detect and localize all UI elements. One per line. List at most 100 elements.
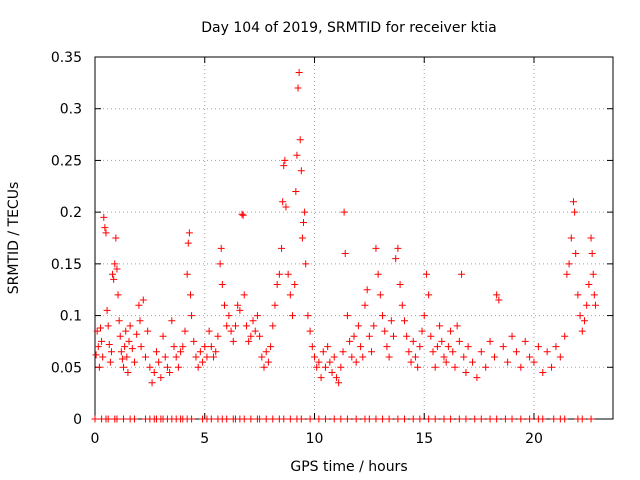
data-point xyxy=(146,363,154,371)
data-point xyxy=(431,363,439,371)
data-point xyxy=(279,198,287,206)
data-point-zero xyxy=(493,415,501,423)
data-point xyxy=(271,301,279,309)
x-tick-label: 20 xyxy=(525,431,543,447)
y-tick-label: 0.3 xyxy=(60,102,82,118)
data-point xyxy=(313,363,321,371)
data-point xyxy=(352,358,360,366)
data-point xyxy=(416,343,424,351)
data-point xyxy=(374,270,382,278)
data-point xyxy=(245,337,253,345)
data-point xyxy=(281,156,289,164)
data-point xyxy=(433,343,441,351)
data-point xyxy=(159,332,167,340)
data-point xyxy=(587,234,595,242)
data-point-zero xyxy=(297,415,305,423)
data-point xyxy=(269,322,277,330)
data-point xyxy=(414,363,422,371)
y-tick-label: 0.2 xyxy=(60,205,82,221)
data-point xyxy=(556,353,564,361)
data-point xyxy=(304,312,312,320)
data-point xyxy=(368,348,376,356)
data-point xyxy=(387,317,395,325)
data-point xyxy=(102,229,110,237)
data-point xyxy=(565,260,573,268)
data-point xyxy=(300,218,308,226)
data-point xyxy=(112,234,120,242)
data-point-zero xyxy=(578,415,586,423)
data-point xyxy=(123,353,131,361)
data-point xyxy=(94,343,102,351)
y-tick-label: 0.25 xyxy=(51,153,82,169)
data-point xyxy=(150,368,158,376)
data-point xyxy=(223,322,231,330)
data-point xyxy=(218,281,226,289)
data-point xyxy=(392,255,400,263)
data-point xyxy=(124,368,132,376)
data-point xyxy=(534,343,542,351)
data-point xyxy=(141,353,149,361)
data-point xyxy=(319,348,327,356)
data-point xyxy=(286,291,294,299)
data-point xyxy=(447,327,455,335)
data-point xyxy=(332,374,340,382)
data-point xyxy=(194,363,202,371)
data-point-zero xyxy=(256,415,264,423)
data-point xyxy=(125,337,133,345)
y-axis-title: SRMTID / TECUs xyxy=(6,182,22,295)
data-point xyxy=(308,343,316,351)
data-point xyxy=(253,312,261,320)
data-point xyxy=(354,322,362,330)
data-point xyxy=(101,224,109,232)
data-point xyxy=(517,363,525,371)
data-point xyxy=(350,332,358,340)
data-point xyxy=(504,358,512,366)
data-point xyxy=(363,286,371,294)
data-point xyxy=(177,348,185,356)
data-point xyxy=(335,379,343,387)
data-point xyxy=(121,343,129,351)
data-point xyxy=(543,348,551,356)
data-point-zero xyxy=(343,415,351,423)
data-point xyxy=(118,355,126,363)
data-point xyxy=(111,260,119,268)
data-point xyxy=(131,358,139,366)
data-point xyxy=(359,353,367,361)
data-point-zero xyxy=(372,415,380,423)
data-point xyxy=(264,358,272,366)
data-point xyxy=(267,343,275,351)
data-point xyxy=(170,343,178,351)
plot-frame xyxy=(94,56,614,420)
data-point xyxy=(585,281,593,289)
data-point xyxy=(258,353,266,361)
data-point-zero xyxy=(262,415,270,423)
data-point-zero xyxy=(517,415,525,423)
data-point xyxy=(231,322,239,330)
data-point xyxy=(460,353,468,361)
data-point xyxy=(205,327,213,335)
data-point xyxy=(348,353,356,361)
data-point xyxy=(552,343,560,351)
x-tick-label: 15 xyxy=(415,431,433,447)
data-point xyxy=(306,327,314,335)
data-point xyxy=(294,84,302,92)
data-point xyxy=(379,312,387,320)
data-point xyxy=(100,213,108,221)
data-point-zero xyxy=(269,415,277,423)
data-point xyxy=(168,317,176,325)
data-point xyxy=(302,260,310,268)
data-point xyxy=(346,337,354,345)
data-point xyxy=(440,353,448,361)
data-point xyxy=(486,337,494,345)
data-point xyxy=(275,270,283,278)
data-point xyxy=(409,337,417,345)
data-point xyxy=(420,312,428,320)
y-tick-label: 0.1 xyxy=(60,309,82,325)
data-point xyxy=(482,363,490,371)
data-point xyxy=(240,291,248,299)
data-point xyxy=(93,327,101,335)
data-point xyxy=(135,301,143,309)
data-point xyxy=(425,291,433,299)
data-point xyxy=(418,327,426,335)
data-point-zero xyxy=(280,415,288,423)
